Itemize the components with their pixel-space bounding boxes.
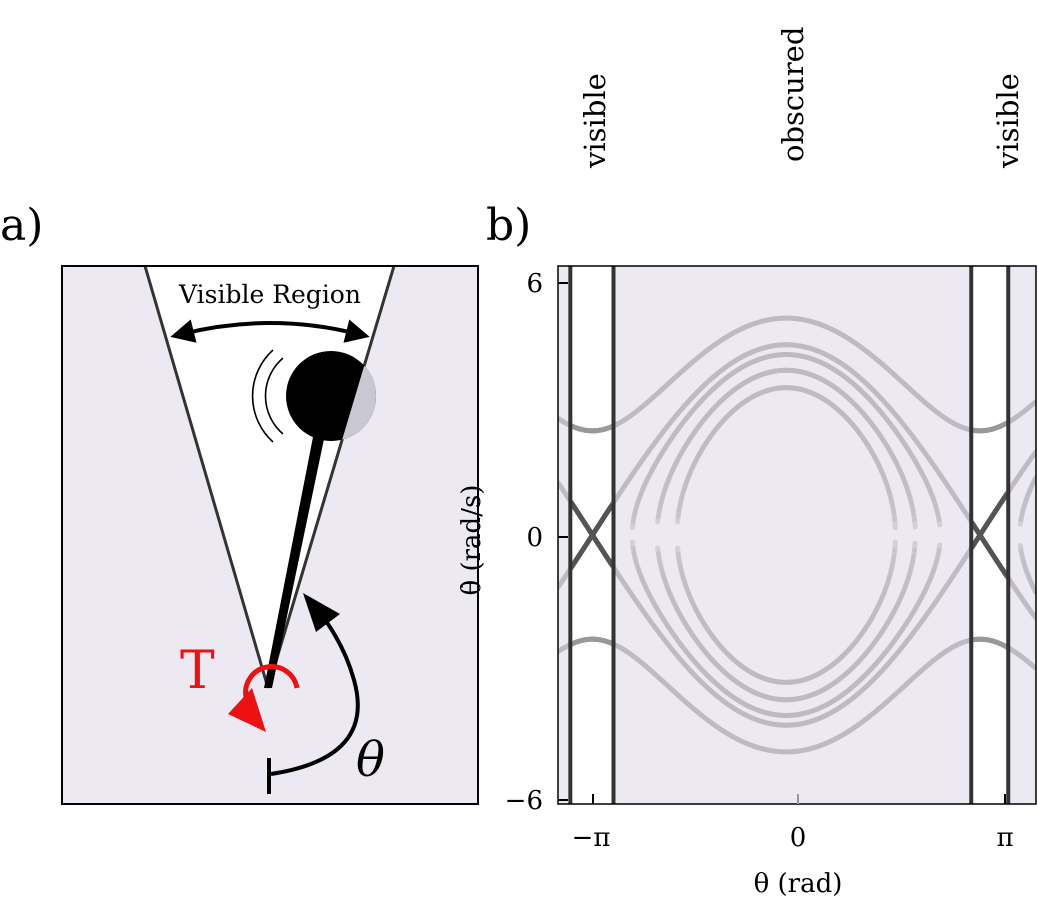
phase-curve-segment [936,517,943,528]
angle-label: θ [356,732,385,788]
phase-curve-segment [911,517,918,530]
region-label-right: visible [991,73,1025,169]
panel-b: b) visible obscured visible 6 0 −6 −π 0 … [457,27,1037,899]
torque-label: T [180,641,215,701]
phase-curve-segment [892,539,898,554]
visible-band-right [971,266,1009,804]
panel-a: a) Visible Region T θ [0,200,479,805]
motion-line-inner [264,357,284,435]
angle-arc [270,602,360,776]
torque-arc [243,664,300,698]
visible-boundary-right [266,266,396,689]
phase-curves [558,315,1036,755]
visible-region-arrow [170,319,370,343]
motion-line-outer [251,349,274,443]
pendulum-rod [264,396,333,688]
panel-a-label: a) [0,200,43,251]
panel-b-label: b) [486,200,531,251]
panel-a-frame [61,265,479,805]
region-label-left: visible [578,73,612,169]
torque-arrowhead [228,688,266,732]
phase-curve-segment [936,542,943,553]
region-label-middle: obscured [776,27,810,162]
visible-boundary-left [143,266,270,689]
phase-curve-segment [911,540,918,553]
angle-arrowhead [303,593,340,632]
visible-region-label: Visible Region [178,280,361,309]
phase-curve-segment [892,516,898,531]
